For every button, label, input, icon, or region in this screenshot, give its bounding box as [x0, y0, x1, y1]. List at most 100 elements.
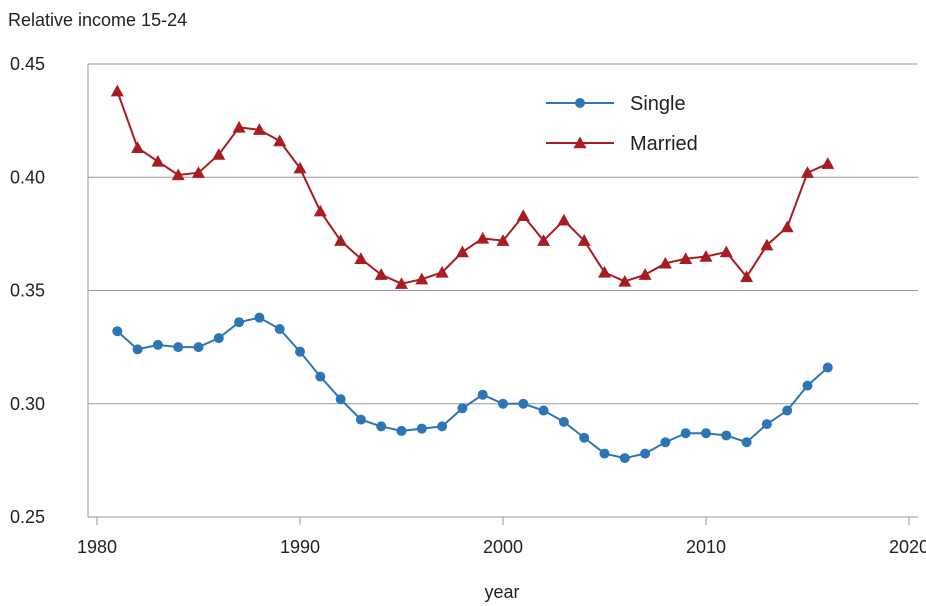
single-line [116, 316, 829, 460]
x-axis-title: year [484, 582, 519, 602]
single-point [416, 423, 427, 434]
married-point [232, 120, 246, 133]
grid-lines [88, 63, 918, 518]
married-point [334, 234, 348, 246]
single-point [315, 371, 326, 382]
single-point [802, 380, 813, 391]
married-point [171, 168, 185, 181]
married-point [496, 234, 510, 246]
married-point [537, 234, 551, 246]
single-series [112, 312, 833, 464]
single-point [498, 398, 508, 409]
single-point [193, 342, 204, 353]
single-point [213, 333, 224, 344]
legend: Single Married [546, 93, 698, 155]
legend-item-married: Married [546, 133, 698, 155]
single-point [782, 405, 793, 416]
single-point [234, 317, 245, 328]
y-axis-title: Relative income 15-24 [8, 10, 187, 30]
married-point [679, 252, 693, 264]
x-tick-label: 1980 [77, 537, 117, 557]
single-point [335, 394, 346, 405]
married-point [374, 268, 388, 280]
legend-label: Married [630, 133, 698, 155]
single-point [701, 428, 711, 439]
single-point [680, 428, 691, 439]
married-point [658, 256, 672, 269]
single-point [274, 324, 285, 335]
married-point [476, 231, 490, 244]
married-point [293, 161, 307, 174]
married-point [760, 238, 774, 251]
married-point [212, 148, 226, 160]
married-point [110, 84, 124, 97]
single-point [477, 389, 488, 400]
legend-item-single: Single [546, 93, 686, 115]
married-point [598, 265, 611, 278]
married-point [415, 272, 429, 285]
single-point [761, 419, 772, 430]
single-point [457, 403, 468, 414]
married-point [780, 220, 794, 233]
single-point [254, 312, 265, 323]
single-point [538, 405, 549, 416]
single-point [112, 326, 123, 337]
single-point [660, 437, 671, 448]
married-point [740, 270, 754, 283]
y-tick-label: 0.25 [10, 507, 45, 527]
married-point [699, 250, 713, 262]
married-series [110, 84, 835, 289]
married-point [151, 154, 165, 167]
married-point [557, 213, 571, 226]
y-tick-label: 0.35 [10, 281, 45, 301]
married-point [252, 123, 266, 135]
married-point [455, 245, 469, 258]
married-point [719, 245, 733, 258]
legend-swatch-marker [575, 98, 585, 108]
married-point [516, 209, 530, 221]
single-point [619, 453, 630, 464]
married-point [638, 268, 652, 280]
single-point [152, 339, 163, 350]
single-point [579, 432, 590, 443]
single-point [437, 421, 448, 432]
single-point [721, 430, 732, 441]
x-tick-label: 2020 [889, 537, 926, 557]
single-point [355, 414, 366, 425]
married-point [801, 166, 814, 178]
legend-swatch-marker [573, 136, 587, 149]
single-point [132, 344, 143, 355]
single-point [822, 362, 833, 373]
legend-label: Single [630, 93, 686, 115]
married-point [273, 134, 287, 147]
married-point [435, 265, 449, 278]
single-point [741, 437, 752, 448]
married-point [618, 274, 632, 287]
y-tick-label: 0.40 [10, 167, 45, 187]
series-layer [110, 84, 835, 464]
married-point [395, 277, 408, 289]
axes [87, 64, 910, 525]
single-point [396, 425, 407, 436]
single-point [376, 421, 387, 432]
tick-labels: 0.25 0.30 0.35 0.40 0.45 1980 1990 2000 2010 2020 [10, 54, 926, 557]
single-point [173, 342, 184, 353]
y-tick-label: 0.30 [10, 394, 45, 414]
married-point [821, 157, 835, 169]
single-point [518, 398, 529, 409]
married-point [354, 252, 368, 264]
single-point [599, 448, 610, 459]
y-tick-label: 0.45 [10, 54, 45, 74]
x-tick-label: 2010 [686, 537, 726, 557]
x-tick-label: 1990 [280, 537, 320, 557]
married-point [131, 141, 145, 154]
married-point [192, 166, 205, 178]
married-point [577, 234, 591, 246]
x-tick-label: 2000 [483, 537, 523, 557]
single-point [558, 416, 569, 427]
married-point [313, 204, 327, 217]
single-point [640, 448, 651, 459]
single-point [295, 346, 305, 357]
